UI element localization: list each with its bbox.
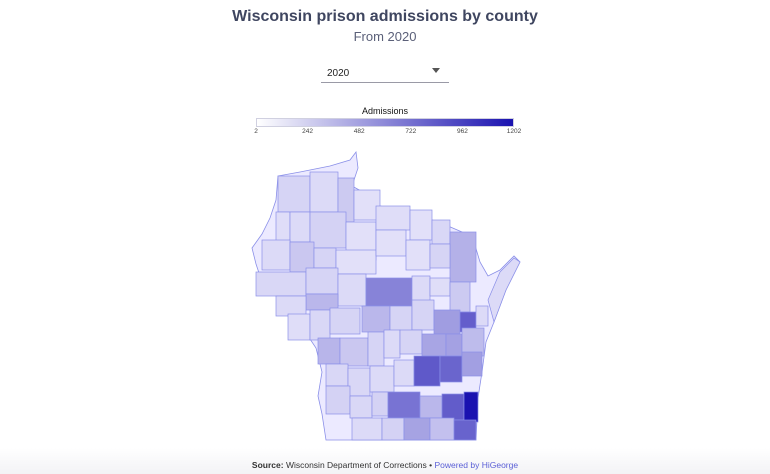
county-region[interactable]	[371, 391, 389, 417]
county-region[interactable]	[317, 337, 341, 365]
county-marathon[interactable]	[365, 277, 413, 307]
county-region[interactable]	[309, 309, 331, 341]
county-region[interactable]	[275, 295, 307, 317]
county-region[interactable]	[337, 273, 367, 307]
legend-tick: 242	[302, 128, 314, 135]
county-region[interactable]	[381, 417, 405, 441]
county-region[interactable]	[305, 267, 339, 295]
county-region[interactable]	[389, 305, 413, 333]
chevron-down-icon[interactable]	[432, 68, 440, 73]
legend-tick: 962	[456, 128, 468, 135]
county-rock[interactable]	[387, 391, 421, 419]
county-outagamie[interactable]	[445, 333, 463, 357]
county-region[interactable]	[375, 205, 411, 231]
color-legend: Admissions 2 242 482 722 962 1202	[252, 106, 522, 140]
county-sheboygan[interactable]	[461, 351, 483, 377]
county-region[interactable]	[411, 299, 435, 331]
county-region[interactable]	[487, 257, 521, 324]
county-region[interactable]	[309, 211, 347, 249]
county-region[interactable]	[449, 231, 477, 283]
county-region[interactable]	[367, 331, 385, 367]
county-region[interactable]	[369, 365, 395, 393]
legend-tick: 1202	[506, 128, 522, 135]
powered-by-link[interactable]: Powered by HiGeorge	[434, 460, 519, 470]
county-region[interactable]	[339, 337, 369, 367]
county-region[interactable]	[329, 307, 361, 335]
source-label: Source:	[251, 460, 284, 470]
county-region[interactable]	[375, 229, 407, 257]
county-region[interactable]	[419, 395, 443, 419]
county-region[interactable]	[261, 239, 291, 271]
county-region[interactable]	[393, 359, 415, 387]
county-region[interactable]	[449, 281, 471, 313]
county-region[interactable]	[325, 363, 349, 387]
chart-subtitle: From 2020	[353, 29, 417, 44]
county-fond-du-lac[interactable]	[421, 333, 447, 357]
county-region[interactable]	[429, 277, 451, 297]
county-region[interactable]	[313, 247, 337, 269]
legend-title: Admissions	[361, 106, 408, 116]
county-region[interactable]	[305, 293, 339, 311]
county-region[interactable]	[347, 367, 371, 397]
legend-tick: 722	[405, 128, 417, 135]
county-region[interactable]	[409, 209, 433, 241]
county-region[interactable]	[361, 305, 391, 333]
county-region[interactable]	[309, 171, 339, 213]
county-region[interactable]	[399, 329, 423, 355]
county-region[interactable]	[275, 211, 291, 243]
county-region[interactable]	[289, 241, 315, 273]
year-select-value: 2020	[327, 68, 350, 79]
source-footer: Source: Wisconsin Department of Correcti…	[0, 460, 770, 470]
county-region[interactable]	[289, 211, 311, 243]
county-region[interactable]	[255, 271, 307, 297]
county-region[interactable]	[429, 417, 455, 441]
county-walworth[interactable]	[403, 417, 431, 441]
county-region[interactable]	[475, 305, 489, 327]
chart-title: Wisconsin prison admissions by county	[232, 8, 538, 25]
county-region[interactable]	[429, 243, 451, 269]
county-region[interactable]	[287, 313, 311, 341]
county-waukesha[interactable]	[439, 355, 463, 383]
county-region[interactable]	[351, 417, 383, 441]
county-region[interactable]	[349, 395, 373, 419]
year-select[interactable]: 2020	[321, 62, 449, 83]
county-region[interactable]	[325, 385, 351, 415]
legend-tick: 482	[353, 128, 365, 135]
county-kenosha[interactable]	[453, 419, 477, 441]
legend-gradient-bar	[256, 118, 514, 127]
county-winnebago[interactable]	[433, 309, 461, 335]
county-dane[interactable]	[413, 355, 441, 387]
legend-tick: 2	[254, 128, 258, 135]
county-region[interactable]	[405, 239, 431, 271]
footer-fade	[0, 448, 770, 474]
county-racine[interactable]	[441, 393, 465, 421]
separator: •	[429, 460, 433, 470]
county-region[interactable]	[383, 329, 401, 359]
source-text: Wisconsin Department of Corrections	[285, 460, 427, 470]
county-milwaukee[interactable]	[463, 391, 479, 423]
county-region[interactable]	[277, 175, 311, 213]
county-region[interactable]	[431, 219, 451, 245]
county-region[interactable]	[335, 249, 377, 275]
